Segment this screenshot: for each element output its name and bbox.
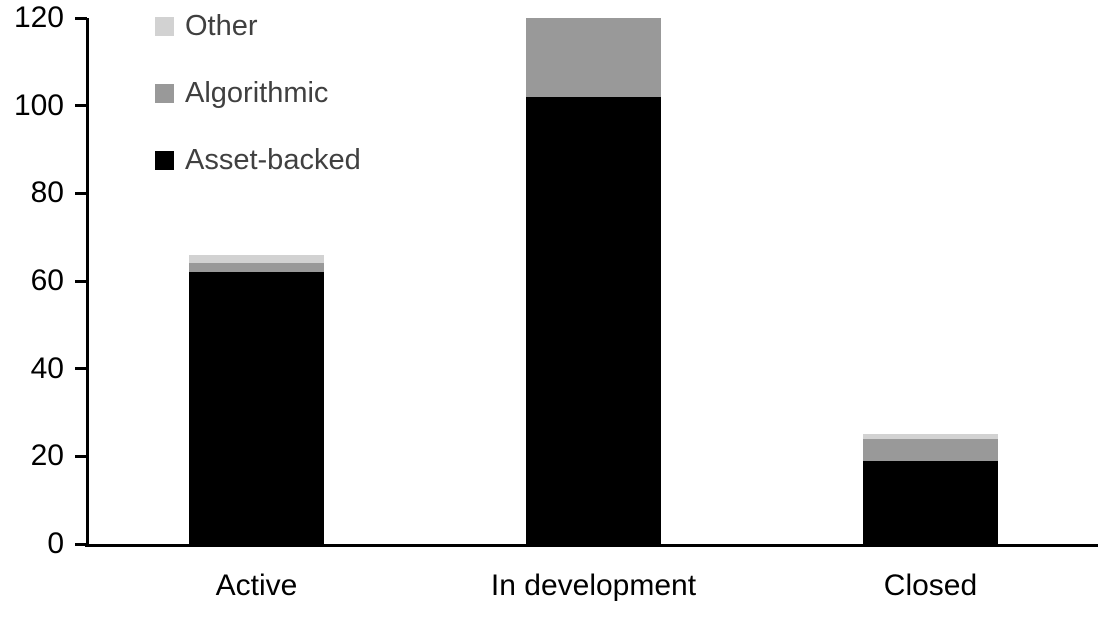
y-axis-tick-label: 20: [30, 439, 64, 473]
y-axis-tick-label: 40: [30, 351, 64, 385]
y-axis-tick: [75, 191, 87, 195]
legend-swatch-algorithmic: [155, 83, 174, 103]
bar-segment-closed-asset-backed: [863, 460, 998, 544]
y-axis-tick: [75, 542, 87, 546]
y-axis-tick: [75, 367, 87, 371]
legend-label: Asset-backed: [185, 143, 361, 176]
legend-item-asset-backed: Asset-backed: [155, 144, 361, 176]
y-axis-tick-label: 100: [13, 88, 64, 122]
y-axis-tick: [75, 104, 87, 108]
bar-segment-active-asset-backed: [189, 272, 324, 544]
y-axis-line: [86, 18, 89, 547]
bar-segment-in-development-algorithmic: [526, 18, 661, 97]
y-axis-tick: [75, 16, 87, 20]
legend-item-algorithmic: Algorithmic: [155, 77, 361, 109]
y-axis-tick-label: 80: [30, 176, 64, 210]
y-axis-tick-label: 60: [30, 264, 64, 297]
y-axis-tick: [75, 454, 87, 458]
bar-segment-closed-other: [863, 434, 998, 439]
y-axis-tick: [75, 279, 87, 283]
category-label-active: Active: [215, 569, 298, 602]
bar-segment-active-other: [189, 254, 324, 264]
y-axis-tick-label: 120: [13, 1, 64, 34]
bar-segment-in-development-asset-backed: [526, 96, 661, 544]
x-axis-line: [85, 544, 1098, 547]
bar-segment-active-algorithmic: [189, 263, 324, 273]
category-label-closed: Closed: [883, 569, 978, 602]
y-axis-tick-label: 0: [47, 527, 64, 560]
legend-swatch-other: [155, 16, 174, 36]
bar-segment-closed-algorithmic: [863, 438, 998, 461]
legend-item-other: Other: [155, 10, 361, 42]
legend: Other Algorithmic Asset-backed: [155, 10, 361, 217]
legend-label: Other: [185, 9, 258, 42]
legend-swatch-asset-backed: [155, 150, 174, 170]
category-label-in-development: In development: [490, 569, 697, 602]
legend-label: Algorithmic: [185, 76, 329, 109]
